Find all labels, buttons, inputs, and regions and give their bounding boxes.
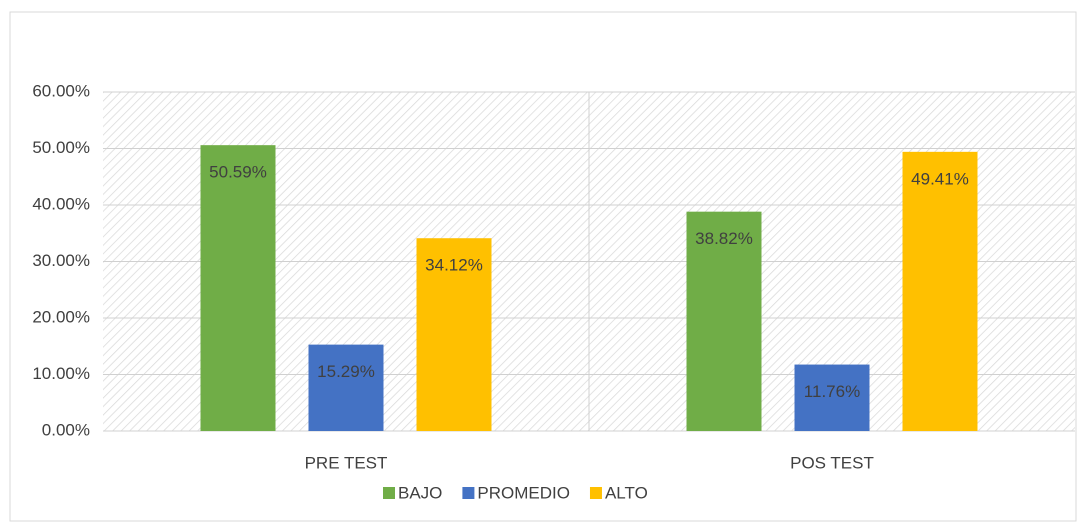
legend-label: ALTO [605,483,648,502]
legend-swatch [462,487,475,499]
y-tick-label: 0.00% [42,420,90,439]
y-tick-label: 40.00% [32,194,90,213]
y-tick-label: 10.00% [32,364,90,383]
data-label: 50.59% [209,163,267,182]
bar [308,344,384,431]
x-tick-label: PRE TEST [305,453,388,472]
data-label: 38.82% [695,229,753,248]
legend-swatch [589,487,602,499]
y-tick-label: 50.00% [32,138,90,157]
bar [416,238,492,431]
y-tick-label: 60.00% [32,81,90,100]
x-tick-label: POS TEST [790,453,874,472]
bar [902,151,978,431]
bar [686,211,762,431]
legend-label: BAJO [398,483,442,502]
data-label: 34.12% [425,256,483,275]
data-label: 49.41% [911,169,969,188]
legend-swatch [383,487,395,499]
data-label: 15.29% [317,362,375,381]
y-tick-label: 20.00% [32,307,90,326]
bar [794,364,870,431]
data-label: 11.76% [804,382,860,401]
bar [200,145,276,431]
y-tick-label: 30.00% [32,251,90,270]
legend-label: PROMEDIO [477,483,570,502]
